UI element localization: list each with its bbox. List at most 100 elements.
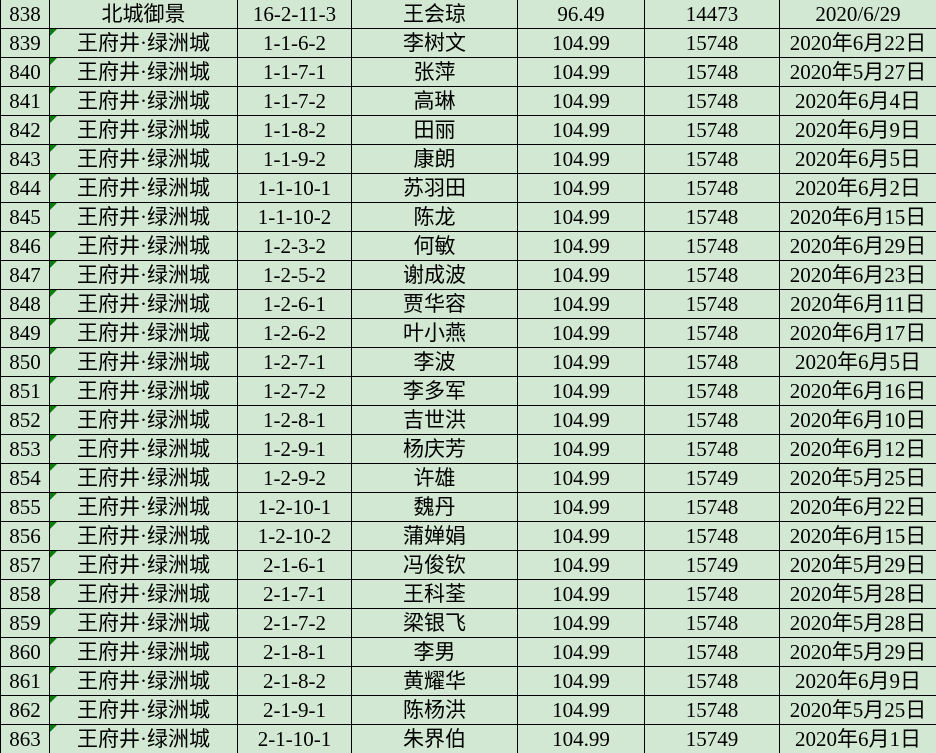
cell-price[interactable]: 15748	[644, 637, 780, 667]
cell-price[interactable]: 15748	[644, 173, 780, 203]
cell-row-number[interactable]: 843	[0, 144, 50, 174]
cell-price[interactable]: 15748	[644, 521, 780, 551]
cell-date[interactable]: 2020年6月9日	[779, 666, 936, 696]
cell-price[interactable]: 15748	[644, 579, 780, 609]
cell-owner-name[interactable]: 张萍	[351, 57, 518, 87]
cell-owner-name[interactable]: 苏羽田	[351, 173, 518, 203]
cell-price[interactable]: 15748	[644, 57, 780, 87]
cell-area[interactable]: 104.99	[517, 492, 645, 522]
cell-unit-number[interactable]: 1-2-9-2	[237, 463, 352, 493]
cell-price[interactable]: 15748	[644, 347, 780, 377]
cell-area[interactable]: 104.99	[517, 231, 645, 261]
cell-date[interactable]: 2020年5月27日	[779, 57, 936, 87]
cell-price[interactable]: 15748	[644, 492, 780, 522]
cell-row-number[interactable]: 861	[0, 666, 50, 696]
cell-area[interactable]: 104.99	[517, 405, 645, 435]
cell-owner-name[interactable]: 何敏	[351, 231, 518, 261]
cell-row-number[interactable]: 838	[0, 0, 50, 29]
cell-property-name[interactable]: 王府井·绿洲城	[49, 347, 238, 377]
cell-date[interactable]: 2020年5月25日	[779, 695, 936, 725]
cell-property-name[interactable]: 王府井·绿洲城	[49, 57, 238, 87]
cell-date[interactable]: 2020年6月29日	[779, 231, 936, 261]
cell-property-name[interactable]: 王府井·绿洲城	[49, 521, 238, 551]
cell-unit-number[interactable]: 2-1-10-1	[237, 724, 352, 753]
cell-property-name[interactable]: 王府井·绿洲城	[49, 28, 238, 58]
cell-owner-name[interactable]: 李男	[351, 637, 518, 667]
cell-price[interactable]: 15748	[644, 202, 780, 232]
cell-owner-name[interactable]: 梁银飞	[351, 608, 518, 638]
cell-unit-number[interactable]: 1-2-9-1	[237, 434, 352, 464]
cell-property-name[interactable]: 王府井·绿洲城	[49, 608, 238, 638]
cell-property-name[interactable]: 王府井·绿洲城	[49, 405, 238, 435]
cell-date[interactable]: 2020年5月28日	[779, 579, 936, 609]
cell-date[interactable]: 2020年6月15日	[779, 521, 936, 551]
cell-price[interactable]: 15748	[644, 405, 780, 435]
cell-row-number[interactable]: 846	[0, 231, 50, 261]
cell-unit-number[interactable]: 1-2-5-2	[237, 260, 352, 290]
cell-date[interactable]: 2020年6月10日	[779, 405, 936, 435]
cell-date[interactable]: 2020年6月5日	[779, 144, 936, 174]
cell-price[interactable]: 15749	[644, 550, 780, 580]
cell-unit-number[interactable]: 1-2-8-1	[237, 405, 352, 435]
cell-price[interactable]: 15748	[644, 86, 780, 116]
cell-row-number[interactable]: 848	[0, 289, 50, 319]
cell-owner-name[interactable]: 许雄	[351, 463, 518, 493]
cell-owner-name[interactable]: 吉世洪	[351, 405, 518, 435]
cell-unit-number[interactable]: 1-1-6-2	[237, 28, 352, 58]
cell-property-name[interactable]: 北城御景	[49, 0, 238, 29]
cell-price[interactable]: 15748	[644, 260, 780, 290]
cell-area[interactable]: 104.99	[517, 376, 645, 406]
cell-property-name[interactable]: 王府井·绿洲城	[49, 666, 238, 696]
cell-date[interactable]: 2020年5月25日	[779, 463, 936, 493]
cell-date[interactable]: 2020年6月16日	[779, 376, 936, 406]
cell-owner-name[interactable]: 李波	[351, 347, 518, 377]
cell-property-name[interactable]: 王府井·绿洲城	[49, 550, 238, 580]
cell-date[interactable]: 2020年6月22日	[779, 492, 936, 522]
cell-owner-name[interactable]: 冯俊钦	[351, 550, 518, 580]
cell-date[interactable]: 2020年6月17日	[779, 318, 936, 348]
cell-area[interactable]: 104.99	[517, 695, 645, 725]
cell-property-name[interactable]: 王府井·绿洲城	[49, 463, 238, 493]
cell-owner-name[interactable]: 康朗	[351, 144, 518, 174]
cell-property-name[interactable]: 王府井·绿洲城	[49, 637, 238, 667]
cell-area[interactable]: 104.99	[517, 434, 645, 464]
cell-price[interactable]: 15748	[644, 608, 780, 638]
cell-area[interactable]: 104.99	[517, 608, 645, 638]
cell-area[interactable]: 104.99	[517, 347, 645, 377]
cell-unit-number[interactable]: 1-2-10-1	[237, 492, 352, 522]
cell-owner-name[interactable]: 杨庆芳	[351, 434, 518, 464]
cell-row-number[interactable]: 858	[0, 579, 50, 609]
cell-price[interactable]: 15748	[644, 28, 780, 58]
cell-property-name[interactable]: 王府井·绿洲城	[49, 231, 238, 261]
cell-owner-name[interactable]: 谢成波	[351, 260, 518, 290]
cell-area[interactable]: 104.99	[517, 637, 645, 667]
cell-price[interactable]: 15748	[644, 289, 780, 319]
cell-row-number[interactable]: 842	[0, 115, 50, 145]
cell-area[interactable]: 104.99	[517, 115, 645, 145]
cell-area[interactable]: 104.99	[517, 666, 645, 696]
cell-owner-name[interactable]: 田丽	[351, 115, 518, 145]
cell-property-name[interactable]: 王府井·绿洲城	[49, 695, 238, 725]
cell-row-number[interactable]: 840	[0, 57, 50, 87]
cell-date[interactable]: 2020年5月28日	[779, 608, 936, 638]
cell-row-number[interactable]: 855	[0, 492, 50, 522]
cell-date[interactable]: 2020年6月23日	[779, 260, 936, 290]
cell-date[interactable]: 2020年5月29日	[779, 637, 936, 667]
cell-area[interactable]: 104.99	[517, 521, 645, 551]
cell-property-name[interactable]: 王府井·绿洲城	[49, 579, 238, 609]
cell-owner-name[interactable]: 贾华容	[351, 289, 518, 319]
cell-row-number[interactable]: 853	[0, 434, 50, 464]
cell-row-number[interactable]: 857	[0, 550, 50, 580]
cell-unit-number[interactable]: 1-2-7-2	[237, 376, 352, 406]
cell-date[interactable]: 2020年6月15日	[779, 202, 936, 232]
cell-area[interactable]: 96.49	[517, 0, 645, 29]
cell-price[interactable]: 15748	[644, 144, 780, 174]
cell-row-number[interactable]: 856	[0, 521, 50, 551]
cell-row-number[interactable]: 863	[0, 724, 50, 753]
cell-owner-name[interactable]: 王科荃	[351, 579, 518, 609]
cell-property-name[interactable]: 王府井·绿洲城	[49, 144, 238, 174]
cell-price[interactable]: 15748	[644, 231, 780, 261]
cell-property-name[interactable]: 王府井·绿洲城	[49, 724, 238, 753]
cell-date[interactable]: 2020/6/29	[779, 0, 936, 29]
cell-unit-number[interactable]: 2-1-8-2	[237, 666, 352, 696]
